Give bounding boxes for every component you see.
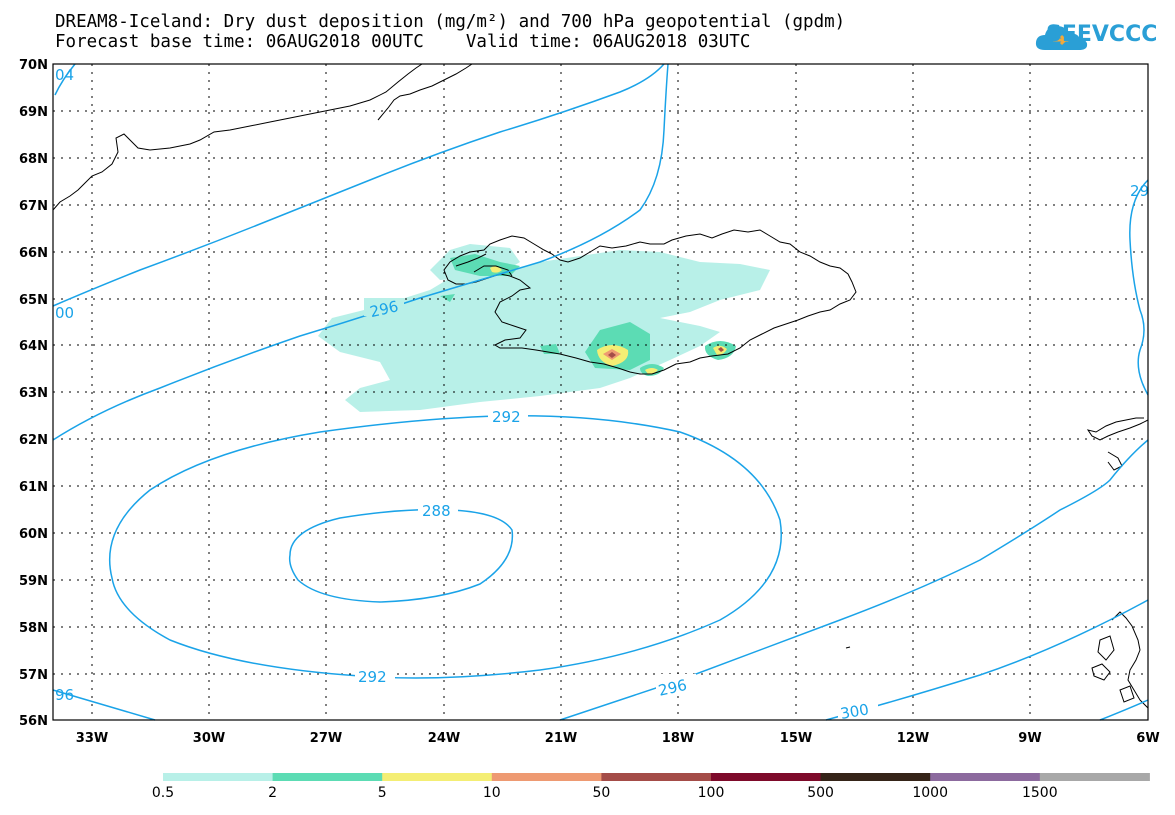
contour-label: 296 bbox=[657, 676, 689, 700]
lat-label: 56N bbox=[19, 714, 48, 729]
contour-label: 288 bbox=[422, 502, 451, 520]
lat-label: 57N bbox=[19, 668, 48, 683]
lat-label: 64N bbox=[19, 339, 48, 354]
contour-300 bbox=[52, 63, 665, 307]
logo-text: SEEVCCC bbox=[1046, 22, 1158, 47]
contour-label: 96 bbox=[55, 686, 74, 704]
colorbar-swatch bbox=[382, 773, 493, 781]
graticule bbox=[53, 64, 1148, 720]
longitude-labels: 33W 30W 27W 24W 21W 18W 15W 12W 9W 6W bbox=[76, 731, 1160, 746]
map-title: DREAM8-Iceland: Dry dust deposition (mg/… bbox=[55, 12, 846, 32]
lat-label: 66N bbox=[19, 246, 48, 261]
colorbar bbox=[163, 773, 1150, 781]
contour-label: 04 bbox=[55, 66, 74, 84]
lon-label: 30W bbox=[193, 731, 225, 746]
colorbar-swatch bbox=[930, 773, 1041, 781]
lat-label: 60N bbox=[19, 527, 48, 542]
contour-label: 00 bbox=[55, 304, 74, 322]
colorbar-label: 10 bbox=[482, 785, 501, 801]
colorbar-label: 5 bbox=[377, 785, 387, 801]
colorbar-swatch bbox=[711, 773, 822, 781]
lat-label: 67N bbox=[19, 199, 48, 214]
colorbar-label: 100 bbox=[697, 785, 725, 801]
colorbar-label: 0.5 bbox=[151, 785, 175, 801]
contour-label: 300 bbox=[839, 700, 870, 723]
contour-300-se bbox=[1099, 699, 1149, 721]
greenland-coast bbox=[52, 63, 423, 211]
colorbar-swatch bbox=[491, 773, 602, 781]
lon-label: 18W bbox=[662, 731, 694, 746]
lon-label: 27W bbox=[310, 731, 342, 746]
lat-label: 63N bbox=[19, 386, 48, 401]
lat-label: 65N bbox=[19, 293, 48, 308]
lon-label: 6W bbox=[1136, 731, 1159, 746]
colorbar-label: 500 bbox=[807, 785, 834, 801]
latitude-labels: 70N 69N 68N 67N 66N 65N 64N 63N 62N 61N … bbox=[19, 58, 48, 729]
contour-labels: 296 292 288 292 296 300 04 00 96 29 bbox=[55, 66, 1149, 723]
contour-29-east bbox=[1129, 179, 1149, 396]
lon-label: 33W bbox=[76, 731, 108, 746]
contour-292-outer bbox=[108, 415, 782, 679]
lat-label: 68N bbox=[19, 152, 48, 167]
lon-label: 24W bbox=[428, 731, 460, 746]
contour-label: 29 bbox=[1130, 182, 1149, 200]
lat-label: 62N bbox=[19, 433, 48, 448]
colorbar-swatch bbox=[601, 773, 712, 781]
lat-label: 61N bbox=[19, 480, 48, 495]
scotland-coast bbox=[1086, 417, 1149, 709]
lon-label: 15W bbox=[780, 731, 812, 746]
lat-label: 59N bbox=[19, 574, 48, 589]
geopotential-contours bbox=[52, 63, 1149, 721]
colorbar-swatch bbox=[163, 773, 274, 781]
dust-shading bbox=[318, 244, 770, 412]
colorbar-label: 50 bbox=[592, 785, 611, 801]
lon-label: 9W bbox=[1018, 731, 1041, 746]
colorbar-label: 2 bbox=[268, 785, 278, 801]
lat-label: 69N bbox=[19, 105, 48, 120]
colorbar-swatch bbox=[1039, 773, 1150, 781]
colorbar-swatch bbox=[272, 773, 383, 781]
colorbar-label: 1500 bbox=[1021, 785, 1058, 801]
faroe-coast bbox=[845, 646, 851, 649]
contour-label: 292 bbox=[492, 408, 521, 426]
lat-label: 58N bbox=[19, 621, 48, 636]
lat-label: 70N bbox=[19, 58, 48, 73]
lon-label: 21W bbox=[545, 731, 577, 746]
cloud-icon bbox=[1035, 26, 1088, 50]
dust-area-0.5 bbox=[318, 250, 770, 412]
contour-296-south bbox=[52, 439, 1149, 721]
iceland-coast bbox=[443, 229, 857, 375]
contour-296-north bbox=[52, 63, 669, 441]
lon-label: 12W bbox=[897, 731, 929, 746]
map-subtitle: Forecast base time: 06AUG2018 00UTC Vali… bbox=[55, 32, 751, 52]
colorbar-label: 1000 bbox=[912, 785, 949, 801]
contour-288 bbox=[288, 508, 514, 603]
contour-label: 296 bbox=[368, 297, 400, 321]
colorbar-swatch bbox=[820, 773, 931, 781]
contour-304 bbox=[54, 63, 76, 96]
contour-label: 292 bbox=[358, 668, 387, 686]
map-frame bbox=[52, 63, 1149, 721]
